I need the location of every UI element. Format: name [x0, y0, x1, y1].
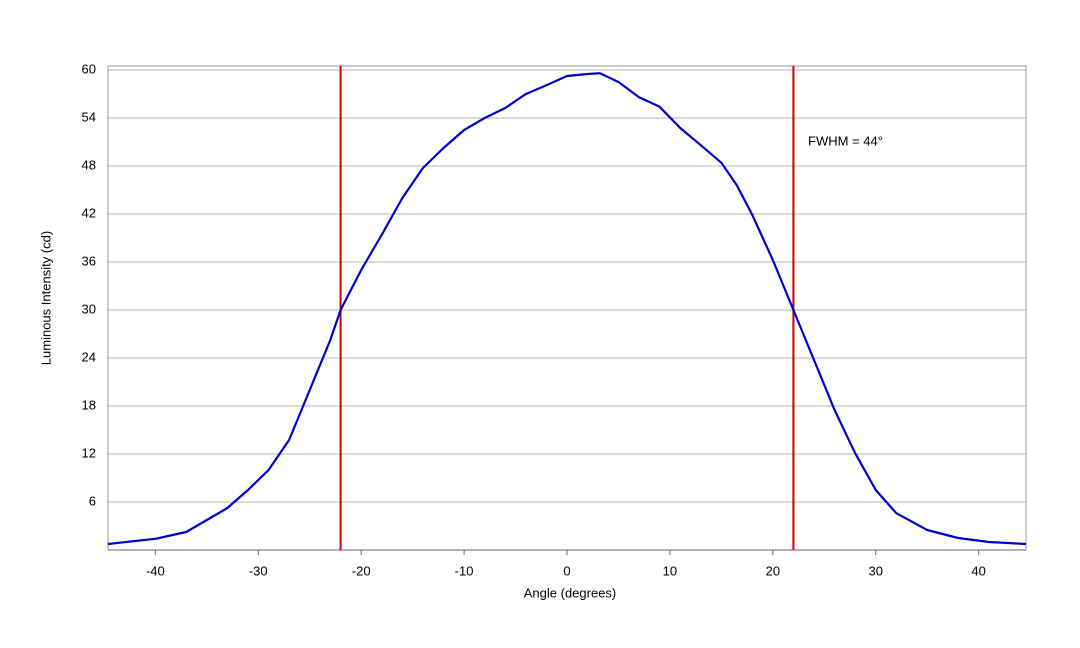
plot-frame [107, 65, 1027, 551]
y-tick-label: 24 [82, 349, 96, 364]
intensity-curve [107, 72, 1027, 546]
y-tick-label: 12 [82, 445, 96, 460]
y-tick-label: 42 [82, 205, 96, 220]
y-tick-label: 36 [82, 253, 96, 268]
x-tick-label: 0 [563, 563, 570, 578]
x-tick-label: 20 [766, 563, 780, 578]
x-axis-label: Angle (degrees) [524, 585, 617, 600]
y-axis-label: Luminous Intensity (cd) [38, 231, 53, 365]
y-tick-label: 6 [89, 493, 96, 508]
y-tick-label: 48 [82, 157, 96, 172]
x-tick-label: -30 [249, 563, 268, 578]
annotation: FWHM = 44° [808, 133, 883, 148]
x-tick-label: 40 [971, 563, 985, 578]
x-tick-label: 10 [663, 563, 677, 578]
x-tick-label: -10 [455, 563, 474, 578]
y-tick-label: 60 [82, 61, 96, 76]
x-tick-label: 30 [869, 563, 883, 578]
y-tick-label: 30 [82, 301, 96, 316]
x-tick-label: -20 [352, 563, 371, 578]
x-tick-label: -40 [146, 563, 165, 578]
y-tick-label: 18 [82, 397, 96, 412]
y-tick-label: 54 [82, 109, 96, 124]
